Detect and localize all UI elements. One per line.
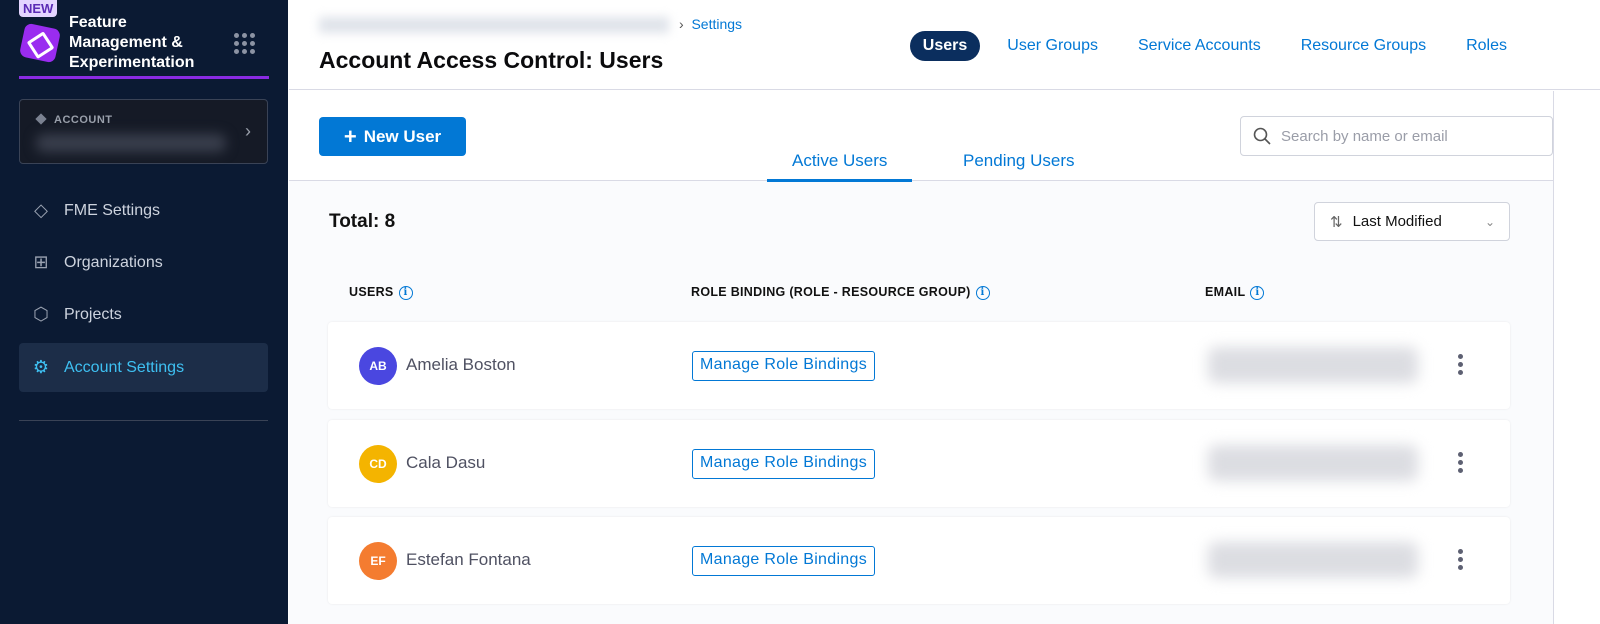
new-user-button[interactable]: + New User (319, 117, 466, 156)
info-icon[interactable]: i (398, 286, 413, 300)
account-label: ACCOUNT (54, 114, 113, 126)
user-name: Cala Dasu (406, 453, 486, 472)
info-icon[interactable]: i (1250, 286, 1265, 300)
info-icon[interactable]: i (975, 286, 990, 300)
org-chart-icon: ⊞ (33, 252, 49, 272)
total-count: Total: 8 (329, 211, 396, 232)
table-row[interactable]: EF Estefan Fontana Manage Role Bindings (328, 517, 1510, 604)
new-user-label: New User (363, 126, 442, 146)
account-selector[interactable]: ACCOUNT › (19, 99, 268, 164)
account-name-redacted (36, 134, 226, 152)
gear-icon: ⚙ (32, 357, 50, 377)
tab-user-groups[interactable]: User Groups (1007, 37, 1098, 54)
sidebar: NEW Feature Management & Experimentation… (0, 0, 288, 624)
fme-settings-icon: ◇ (34, 200, 48, 220)
sidebar-item-organizations[interactable]: ⊞ Organizations (19, 238, 268, 287)
search-input[interactable] (1281, 127, 1541, 145)
manage-role-bindings-button[interactable]: Manage Role Bindings (692, 449, 875, 479)
column-label: EMAIL (1205, 285, 1246, 299)
search-field[interactable] (1240, 116, 1553, 156)
tab-pending-users[interactable]: Pending Users (963, 151, 1075, 170)
sidebar-item-fme-settings[interactable]: ◇ FME Settings (19, 186, 268, 235)
column-header-users: USERS i (349, 285, 413, 300)
column-label: USERS (349, 285, 394, 299)
sidebar-item-projects[interactable]: ⬡ Projects (19, 290, 268, 339)
tab-service-accounts[interactable]: Service Accounts (1137, 37, 1261, 54)
tab-active-users[interactable]: Active Users (767, 151, 913, 182)
manage-role-bindings-button[interactable]: Manage Role Bindings (692, 351, 875, 381)
scrollbar-track[interactable] (1553, 91, 1554, 624)
fme-logo-icon (18, 22, 62, 64)
more-options-icon[interactable] (1456, 549, 1464, 570)
email-redacted (1208, 542, 1418, 578)
plus-icon: + (343, 123, 357, 149)
user-name: Amelia Boston (406, 355, 516, 374)
cube-icon: ⬡ (33, 304, 49, 324)
page-header: › Settings Account Access Control: Users… (289, 0, 1600, 90)
toolbar: + New User Active Users Pending Users (289, 91, 1553, 182)
page-title: Account Access Control: Users (319, 47, 664, 73)
column-label: ROLE BINDING (ROLE - RESOURCE GROUP) (691, 285, 971, 299)
sidebar-item-label: Organizations (64, 253, 163, 271)
column-header-role-binding: ROLE BINDING (ROLE - RESOURCE GROUP) i (691, 285, 990, 300)
avatar: AB (359, 347, 397, 385)
sidebar-item-label: Projects (64, 305, 122, 323)
breadcrumb: › Settings (319, 16, 743, 34)
more-options-icon[interactable] (1456, 354, 1464, 375)
sidebar-item-account-settings[interactable]: ⚙ Account Settings (19, 343, 268, 392)
tab-users[interactable]: Users (909, 31, 981, 61)
avatar: EF (359, 542, 397, 580)
tab-roles[interactable]: Roles (1466, 37, 1507, 54)
table-row[interactable]: CD Cala Dasu Manage Role Bindings (328, 420, 1510, 507)
chevron-right-icon: › (245, 121, 251, 141)
user-name: Estefan Fontana (406, 550, 531, 569)
table-row[interactable]: AB Amelia Boston Manage Role Bindings (328, 322, 1510, 409)
chevron-down-icon: ⌄ (1484, 214, 1495, 229)
breadcrumb-settings-link[interactable]: Settings (691, 16, 743, 32)
search-icon (1253, 127, 1271, 145)
sidebar-item-label: FME Settings (64, 201, 161, 219)
main-content: + New User Active Users Pending Users Tot… (289, 91, 1553, 624)
app-switcher-grid-icon[interactable] (234, 33, 256, 54)
sidebar-item-label: Account Settings (64, 358, 185, 376)
tab-resource-groups[interactable]: Resource Groups (1300, 37, 1427, 54)
sort-icon: ⇅ (1330, 213, 1343, 231)
more-options-icon[interactable] (1456, 452, 1464, 473)
brand-divider (19, 76, 269, 79)
email-redacted (1208, 347, 1418, 383)
sort-dropdown[interactable]: ⇅ Last Modified ⌄ (1314, 202, 1510, 241)
new-badge: NEW (19, 0, 58, 17)
column-header-email: EMAIL i (1205, 285, 1265, 300)
access-control-tabs: Users User Groups Service Accounts Resou… (896, 31, 1520, 61)
sort-label: Last Modified (1352, 213, 1442, 230)
avatar: CD (359, 445, 397, 483)
email-redacted (1208, 445, 1418, 481)
sidebar-divider (19, 420, 268, 421)
layers-icon (35, 113, 47, 125)
manage-role-bindings-button[interactable]: Manage Role Bindings (692, 546, 875, 576)
module-name: Feature Management & Experimentation (69, 14, 195, 71)
breadcrumb-redacted (319, 17, 669, 34)
